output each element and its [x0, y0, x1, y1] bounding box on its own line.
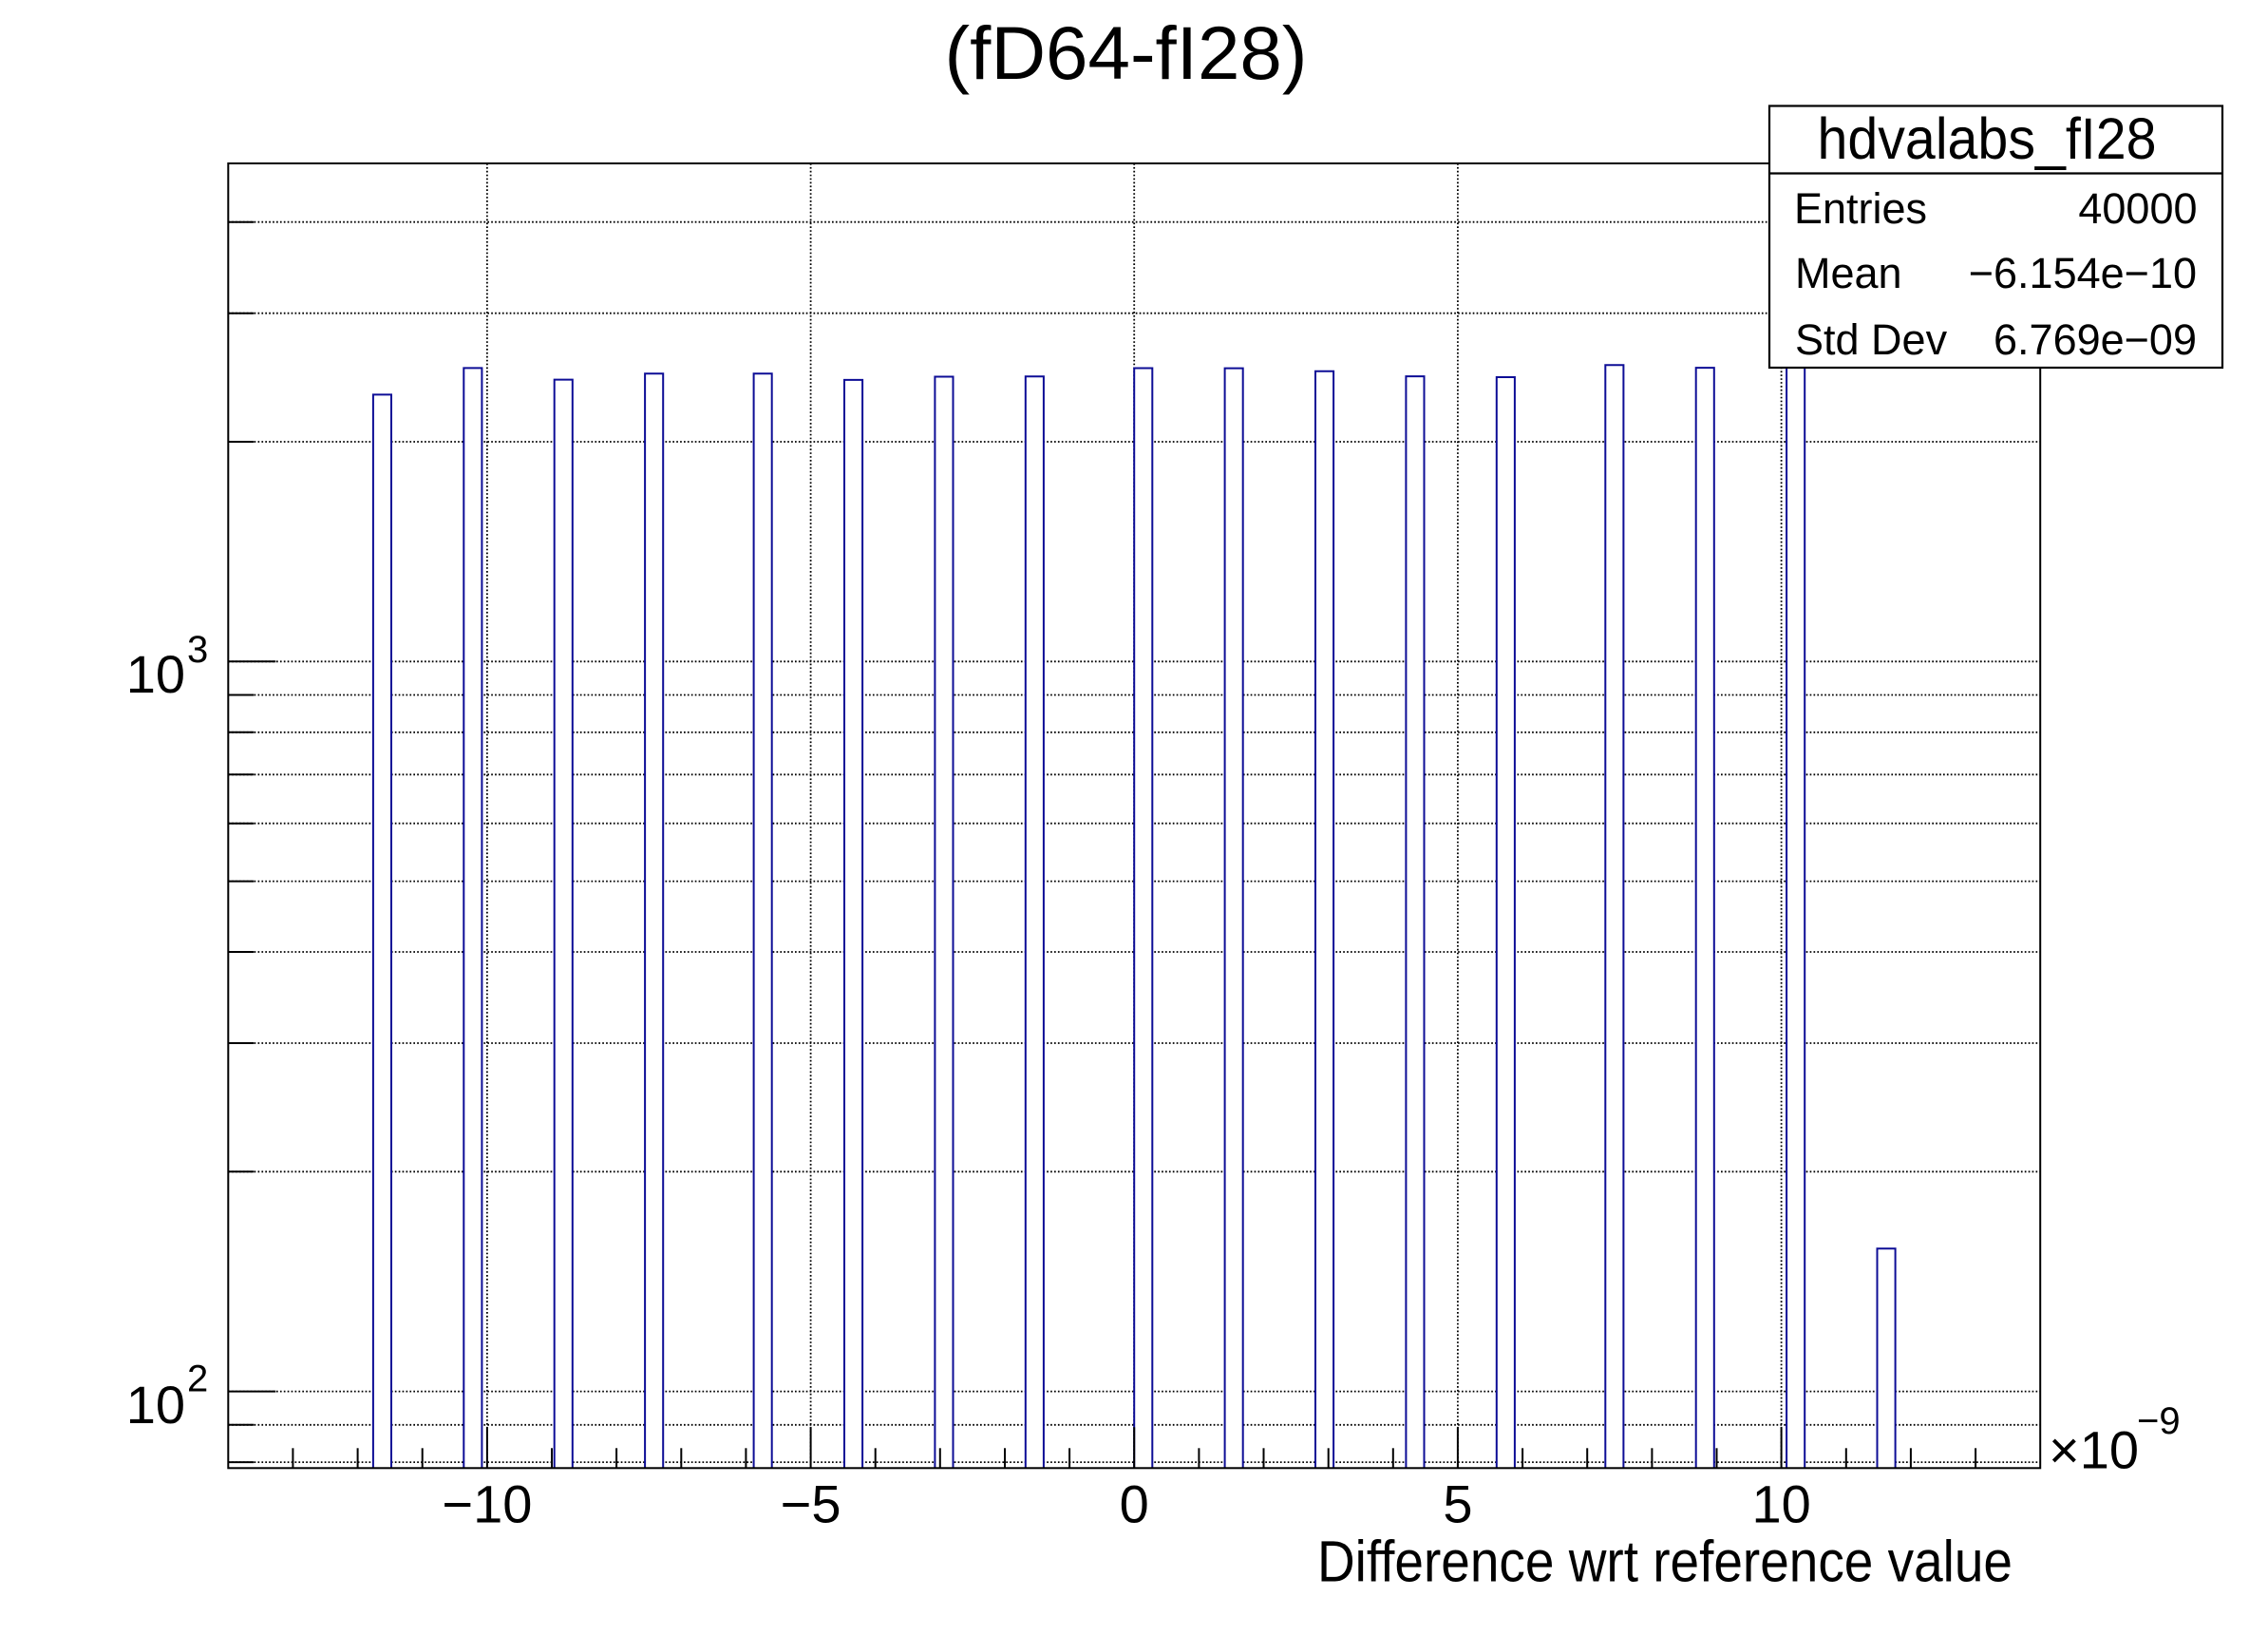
svg-text:3: 3 — [187, 629, 208, 671]
svg-text:10: 10 — [1751, 1474, 1810, 1534]
svg-text:5: 5 — [1443, 1474, 1472, 1534]
svg-text:−5: −5 — [781, 1474, 841, 1534]
svg-text:Std Dev: Std Dev — [1795, 315, 1948, 364]
svg-text:2: 2 — [187, 1359, 208, 1400]
svg-text:10: 10 — [126, 644, 185, 704]
svg-text:Entries: Entries — [1794, 184, 1927, 233]
svg-text:Difference wrt reference value: Difference wrt reference value — [1317, 1530, 2013, 1594]
svg-text:40000: 40000 — [2078, 184, 2197, 233]
svg-text:Mean: Mean — [1795, 249, 1902, 297]
svg-text:−10: −10 — [442, 1474, 532, 1534]
svg-text:−9: −9 — [2137, 1400, 2181, 1442]
svg-text:6.769e−09: 6.769e−09 — [1994, 315, 2197, 364]
svg-text:hdvalabs_fI28: hdvalabs_fI28 — [1818, 106, 2157, 171]
svg-text:(fD64-fI28): (fD64-fI28) — [945, 10, 1308, 95]
svg-text:−6.154e−10: −6.154e−10 — [1969, 249, 2197, 297]
svg-text:×10: ×10 — [2049, 1419, 2139, 1479]
svg-text:10: 10 — [126, 1375, 185, 1435]
svg-text:0: 0 — [1120, 1474, 1149, 1534]
